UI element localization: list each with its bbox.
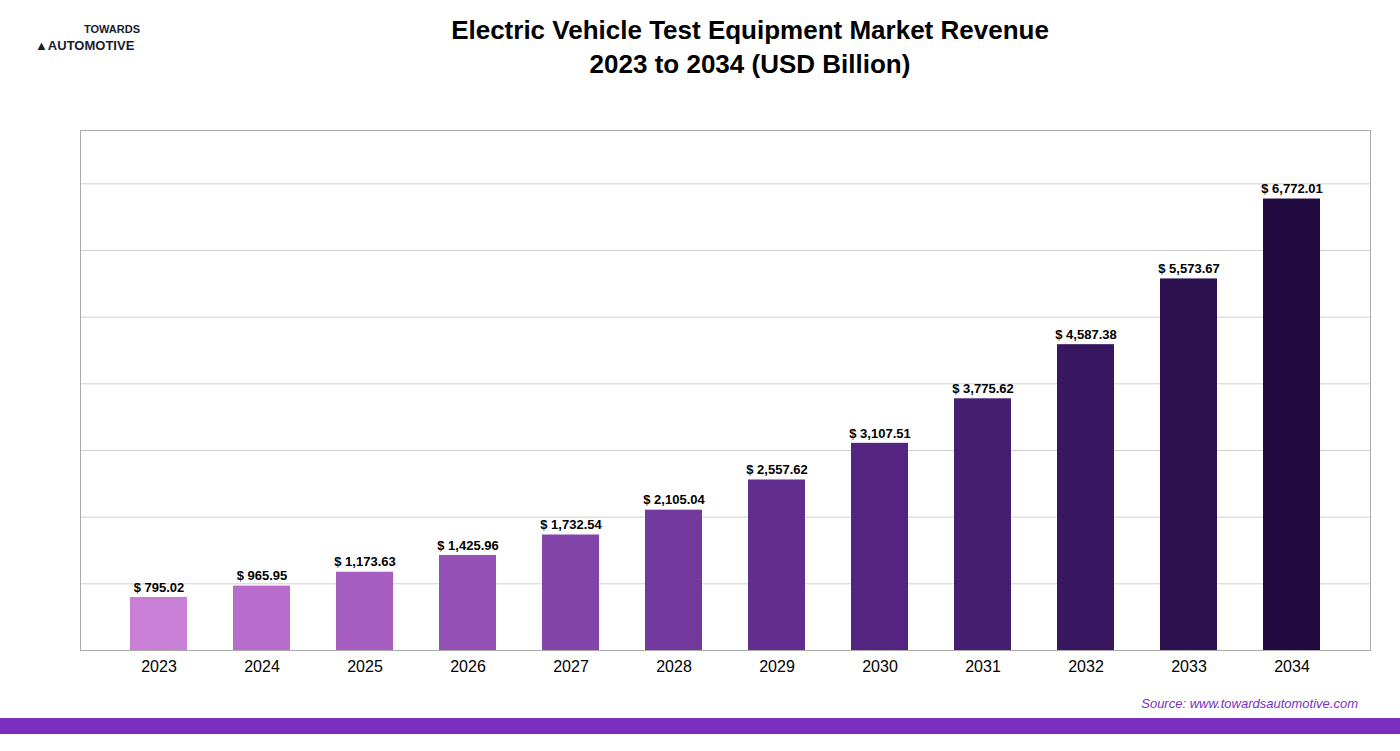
svg-text:$ 1,173.63: $ 1,173.63 <box>334 554 395 569</box>
svg-text:2024: 2024 <box>244 658 280 675</box>
svg-text:$ 2,557.62: $ 2,557.62 <box>746 462 807 477</box>
svg-text:$ 795.02: $ 795.02 <box>134 580 185 595</box>
svg-text:$ 3,775.62: $ 3,775.62 <box>952 381 1013 396</box>
svg-text:2026: 2026 <box>450 658 486 675</box>
html-text:TOWARDS: TOWARDS <box>84 23 140 35</box>
svg-text:$ 965.95: $ 965.95 <box>237 568 288 583</box>
svg-text:2027: 2027 <box>553 658 589 675</box>
svg-text:2033: 2033 <box>1171 658 1207 675</box>
svg-text:2025: 2025 <box>347 658 383 675</box>
svg-text:$ 4,587.38: $ 4,587.38 <box>1055 327 1116 342</box>
svg-text:2031: 2031 <box>965 658 1001 675</box>
html-text:Electric Vehicle Test Equipmen: Electric Vehicle Test Equipment Market R… <box>451 15 1049 45</box>
svg-text:$ 2,105.04: $ 2,105.04 <box>643 492 705 507</box>
html-text:Source: www.towardsautomotive.: Source: www.towardsautomotive.com <box>1141 696 1358 711</box>
svg-text:2028: 2028 <box>656 658 692 675</box>
svg-text:$ 1,425.96: $ 1,425.96 <box>437 538 498 553</box>
html-text:2023 to 2034 (USD Billion): 2023 to 2034 (USD Billion) <box>589 48 911 79</box>
svg-text:2030: 2030 <box>862 658 898 675</box>
svg-text:2023: 2023 <box>141 658 177 675</box>
html-text:▲AUTOMOTIVE: ▲AUTOMOTIVE <box>35 38 135 54</box>
svg-text:$ 3,107.51: $ 3,107.51 <box>849 425 910 440</box>
svg-text:2034: 2034 <box>1274 658 1310 675</box>
svg-text:2029: 2029 <box>759 658 795 675</box>
svg-text:$ 1,732.54: $ 1,732.54 <box>540 517 602 532</box>
svg-text:$ 6,772.01: $ 6,772.01 <box>1261 181 1322 196</box>
svg-text:$ 5,573.67: $ 5,573.67 <box>1158 261 1219 276</box>
svg-text:2032: 2032 <box>1068 658 1104 675</box>
